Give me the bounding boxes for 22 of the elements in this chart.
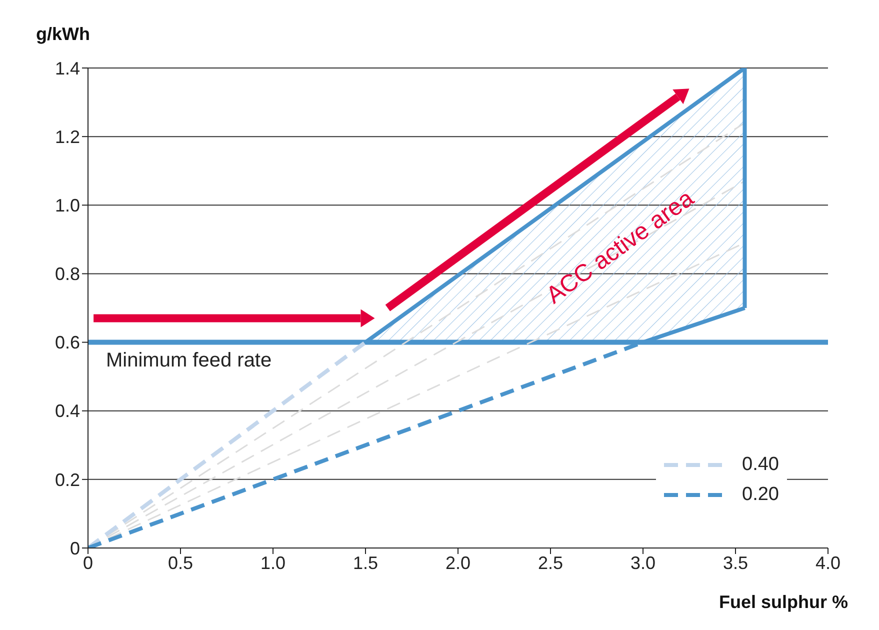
x-tick-label: 1.5 bbox=[352, 552, 378, 573]
y-axis-title: g/kWh bbox=[36, 24, 90, 44]
legend-label: 0.40 bbox=[742, 454, 779, 476]
y-tick-label: 1.2 bbox=[54, 126, 80, 147]
legend-label: 0.20 bbox=[742, 484, 779, 506]
x-tick-label: 2.5 bbox=[538, 552, 564, 573]
ref-line-label: Minimum feed rate bbox=[106, 349, 272, 372]
y-tick-label: 0.6 bbox=[54, 332, 80, 353]
x-axis-title: Fuel sulphur % bbox=[718, 592, 848, 612]
x-tick-label: 0.5 bbox=[168, 552, 194, 573]
x-tick-label: 4.0 bbox=[815, 552, 841, 573]
y-tick-label: 1.4 bbox=[54, 58, 80, 78]
y-tick-label: 1.0 bbox=[54, 196, 80, 216]
y-tick-label: 0.8 bbox=[54, 264, 80, 284]
y-tick-label: 0 bbox=[70, 538, 80, 558]
x-tick-label: 3.5 bbox=[722, 552, 748, 573]
y-tick-label: 0.2 bbox=[54, 470, 80, 490]
x-tick-label: 0 bbox=[82, 552, 94, 573]
x-tick-label: 3.0 bbox=[630, 552, 656, 573]
y-tick-label: 0.4 bbox=[54, 401, 80, 422]
x-tick-label: 2.0 bbox=[445, 552, 471, 573]
x-tick-label: 1.0 bbox=[260, 552, 286, 573]
